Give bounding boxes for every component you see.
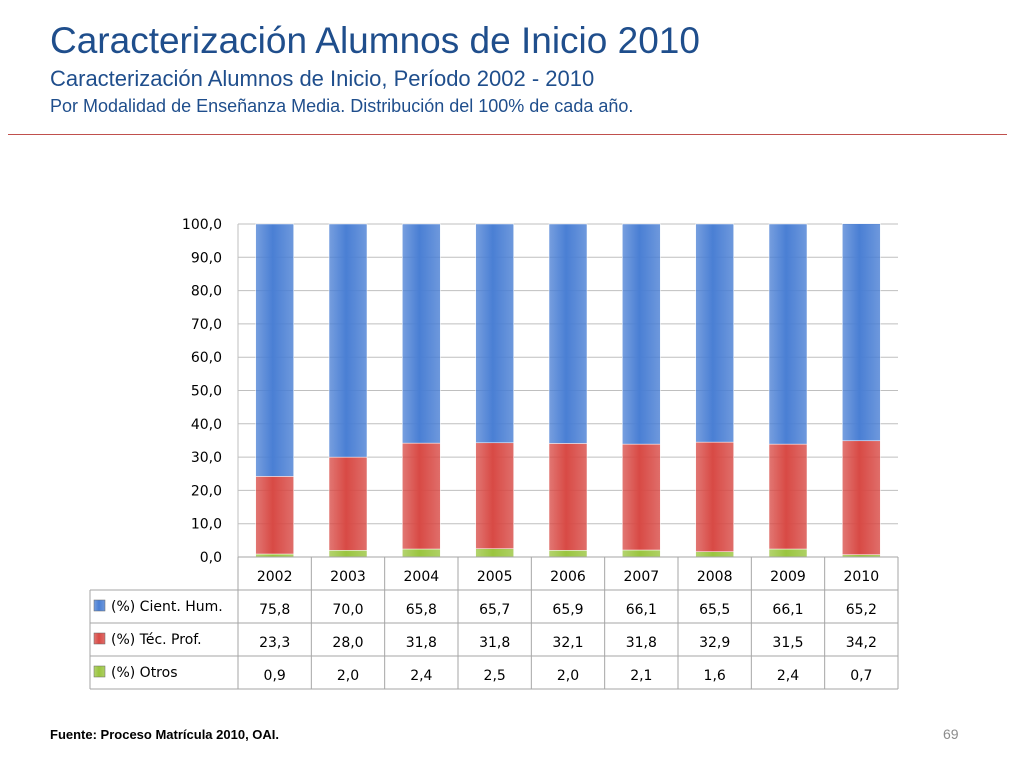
table-value: 31,8 [479,635,510,651]
table-value: 65,7 [479,602,510,618]
table-value: 23,3 [259,635,290,651]
slide-title: Caracterización Alumnos de Inicio 2010 [50,20,700,61]
legend-key [93,665,106,678]
table-value: 2,0 [557,668,579,684]
slide-subtitle: Caracterización Alumnos de Inicio, Perío… [50,66,595,91]
bar-otros-2004 [402,548,441,558]
table-value: 2,4 [410,668,432,684]
bar-cienthum-2009 [768,223,808,445]
x-tick-label: 2008 [697,569,733,585]
page-number: 69 [943,726,959,742]
y-tick-label: 50,0 [191,384,222,400]
table-value: 31,8 [626,635,657,651]
table-value: 0,9 [264,668,286,684]
y-tick-label: 30,0 [191,450,222,466]
table-value: 65,9 [552,602,583,618]
bar-tcprof-2005 [475,442,514,549]
bar-tcprof-2002 [255,476,294,555]
table-value: 2,1 [630,668,652,684]
bar-cienthum-2002 [255,223,294,477]
bar-otros-2006 [548,550,588,558]
table-value: 34,2 [846,635,877,651]
bar-tcprof-2010 [842,440,881,555]
bar-cienthum-2003 [328,223,368,458]
x-tick-label: 2009 [770,569,806,585]
bar-tcprof-2007 [622,443,661,551]
bar-otros-2009 [768,548,808,558]
source-note: Fuente: Proceso Matrícula 2010, OAI. [50,727,280,742]
bar-tcprof-2004 [402,442,441,550]
bar-tcprof-2009 [768,443,808,550]
legend-label: (%) Otros [111,665,178,681]
bar-cienthum-2008 [695,223,734,443]
y-tick-label: 0,0 [200,550,222,566]
table-value: 70,0 [332,602,363,618]
x-tick-label: 2005 [477,569,513,585]
table-value: 32,1 [552,635,583,651]
bar-otros-2007 [622,549,661,558]
bar-otros-2003 [328,550,368,558]
y-tick-label: 80,0 [191,284,222,300]
bar-tcprof-2003 [328,456,368,551]
bar-cienthum-2010 [842,223,881,442]
y-tick-label: 40,0 [191,417,222,433]
table-value: 31,8 [406,635,437,651]
bar-cienthum-2004 [402,223,441,444]
table-value: 0,7 [850,668,872,684]
table-value: 65,5 [699,602,730,618]
y-tick-label: 20,0 [191,483,222,499]
table-value: 31,5 [772,635,803,651]
table-value: 66,1 [626,602,657,618]
x-tick-label: 2010 [844,569,880,585]
bar-tcprof-2006 [548,443,588,551]
table-value: 2,4 [777,668,799,684]
table-value: 65,2 [846,602,877,618]
table-value: 1,6 [704,668,726,684]
bar-tcprof-2008 [695,441,734,552]
x-tick-label: 2006 [550,569,586,585]
bar-cienthum-2005 [475,223,514,444]
table-value: 32,9 [699,635,730,651]
slide-subtitle-detail: Por Modalidad de Enseñanza Media. Distri… [50,96,634,116]
table-value: 28,0 [332,635,363,651]
y-tick-label: 60,0 [191,350,222,366]
title-divider [8,134,1007,135]
legend-label: (%) Téc. Prof. [111,632,202,648]
x-tick-label: 2004 [404,569,440,585]
y-tick-label: 70,0 [191,317,222,333]
table-value: 2,5 [484,668,506,684]
y-tick-label: 10,0 [191,517,222,533]
table-value: 66,1 [772,602,803,618]
bar-otros-2008 [695,551,734,558]
y-tick-label: 100,0 [182,217,222,233]
bar-otros-2005 [475,548,514,558]
table-value: 2,0 [337,668,359,684]
x-tick-label: 2003 [330,569,366,585]
x-tick-label: 2007 [624,569,660,585]
y-tick-label: 90,0 [191,250,222,266]
table-value: 65,8 [406,602,437,618]
bar-cienthum-2007 [622,223,661,445]
x-tick-label: 2002 [257,569,293,585]
legend-label: (%) Cient. Hum. [111,599,223,615]
legend-key [93,599,106,612]
bar-cienthum-2006 [548,223,588,444]
table-value: 75,8 [259,602,290,618]
legend-key [93,632,106,645]
